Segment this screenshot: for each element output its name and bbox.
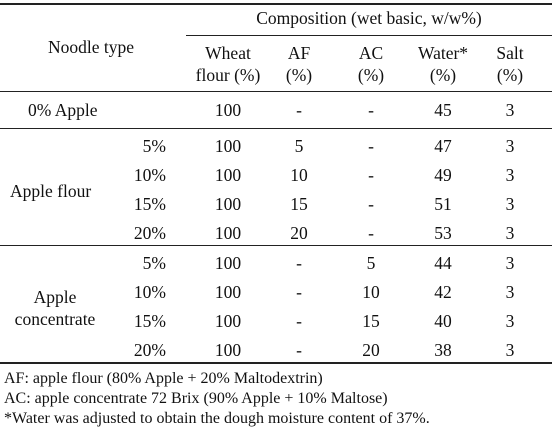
value-cell: 51 [434,194,452,214]
column-header-3-line2: (%) [357,65,385,85]
group-rule-1 [0,128,552,129]
value-cell: 20 [362,340,380,360]
value-cell: 15 [362,311,380,331]
value-cell: 100 [214,311,242,331]
value-cell: 3 [505,194,515,214]
value-cell: 3 [505,223,515,243]
value-cell: 10 [362,282,380,302]
value-cell: 40 [434,311,452,331]
value-cell: 5 [294,136,304,156]
value-cell: 45 [434,100,452,120]
level-cell: 5% [142,253,166,273]
group-rule-2 [0,245,552,246]
value-cell: 100 [214,100,242,120]
level-cell: 5% [142,136,166,156]
column-header-3-line1: AC [358,43,384,63]
column-header-1-line2: flour (%) [195,65,261,85]
level-cell: 20% [133,223,166,243]
value-cell: - [368,165,374,185]
footnote-3: *Water was adjusted to obtain the dough … [4,410,430,427]
value-cell: 100 [214,223,242,243]
level-cell: 15% [133,194,166,214]
value-cell: 100 [214,282,242,302]
value-cell: 3 [505,100,515,120]
column-header-5-line2: (%) [496,65,524,85]
level-cell: 15% [133,311,166,331]
value-cell: - [296,100,302,120]
value-cell: 15 [290,194,308,214]
group-label-3-line1: Apple [33,287,77,307]
value-cell: - [296,253,302,273]
footnote-2: AC: apple concentrate 72 Brix (90% Apple… [4,390,388,407]
group-label-3-line2: concentrate [14,309,96,329]
value-cell: 100 [214,165,242,185]
value-cell: 53 [434,223,452,243]
column-header-4-line1: Water* [417,43,469,63]
column-header-2-line2: (%) [285,65,313,85]
level-cell: 20% [133,340,166,360]
level-cell: 10% [133,165,166,185]
footnote-1: AF: apple flour (80% Apple + 20% Maltode… [4,370,323,387]
value-cell: 100 [214,253,242,273]
header-bottom-rule [0,91,552,92]
noodle-type-header: Noodle type [47,37,135,57]
group-label-2: Apple flour [10,181,92,201]
column-header-2-line1: AF [287,43,311,63]
value-cell: 47 [434,136,452,156]
column-header-1-line1: Wheat [205,43,251,63]
value-cell: 49 [434,165,452,185]
value-cell: 100 [214,136,242,156]
value-cell: - [368,100,374,120]
composition-header: Composition (wet basic, w/w%) [256,8,482,28]
value-cell: 3 [505,136,515,156]
value-cell: - [368,194,374,214]
value-cell: 100 [214,194,242,214]
value-cell: 5 [366,253,376,273]
composition-underline [186,35,552,36]
value-cell: - [296,311,302,331]
level-cell: 10% [133,282,166,302]
value-cell: 3 [505,311,515,331]
value-cell: 42 [434,282,452,302]
table-bottom-rule [0,362,552,364]
value-cell: 20 [290,223,308,243]
column-header-4-line2: (%) [429,65,457,85]
value-cell: 38 [434,340,452,360]
value-cell: - [296,282,302,302]
value-cell: 10 [290,165,308,185]
value-cell: 3 [505,282,515,302]
value-cell: 3 [505,340,515,360]
value-cell: - [368,223,374,243]
group-label-1: 0% Apple [28,100,98,120]
top-rule [0,3,552,5]
value-cell: 3 [505,253,515,273]
column-header-5-line1: Salt [496,43,524,63]
value-cell: - [296,340,302,360]
value-cell: - [368,136,374,156]
value-cell: 44 [434,253,452,273]
value-cell: 3 [505,165,515,185]
value-cell: 100 [214,340,242,360]
